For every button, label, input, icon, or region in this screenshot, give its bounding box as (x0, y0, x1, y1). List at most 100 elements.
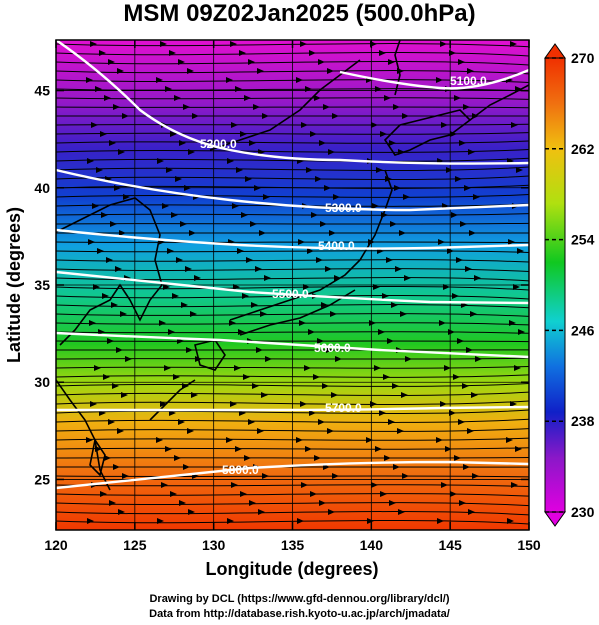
streamline-arrow (258, 149, 265, 155)
streamline-arrow (475, 356, 482, 362)
streamline-arrow (173, 374, 180, 380)
streamline (56, 140, 529, 144)
streamline-arrow (444, 365, 451, 371)
coastline-sakhalin (394, 40, 401, 96)
streamline-arrow (330, 311, 337, 317)
streamline-arrow (399, 230, 406, 236)
colorbar-tick-label: 254 (571, 232, 595, 248)
streamline-arrow (123, 194, 130, 200)
streamline-arrow (308, 329, 315, 335)
streamline-arrow (255, 266, 262, 272)
streamline (56, 52, 529, 57)
streamline-arrow (449, 410, 456, 416)
streamline-arrow (388, 59, 395, 65)
streamline-arrow (322, 383, 329, 389)
streamline-arrow (157, 158, 164, 164)
streamline (56, 175, 529, 180)
streamline-arrow (397, 428, 404, 434)
streamline-arrow (506, 437, 513, 443)
colorbar-tick-label: 270 (571, 50, 595, 66)
streamline-arrow (317, 338, 324, 344)
streamline-arrow (265, 356, 272, 362)
streamline-arrow (306, 167, 313, 173)
streamline-arrow (98, 329, 105, 335)
streamline-arrow (379, 50, 386, 56)
streamline-arrow (367, 518, 374, 524)
streamline-arrow (319, 140, 326, 146)
streamline-arrow (514, 365, 521, 371)
credit-data: Data from http://database.rish.kyoto-u.a… (149, 608, 450, 620)
x-tick-label: 135 (281, 537, 305, 553)
streamline-arrow (470, 311, 477, 317)
streamline-arrow (378, 329, 385, 335)
streamline-arrow (181, 302, 188, 308)
streamline-arrow (462, 383, 469, 389)
contour-line-5700 (56, 405, 529, 412)
streamline-arrow (402, 473, 409, 479)
streamline-arrow (314, 455, 321, 461)
streamline-arrow (513, 284, 520, 290)
streamline-arrow (400, 311, 407, 317)
streamline (56, 213, 529, 216)
streamline-arrow (395, 266, 402, 272)
streamline-arrow (296, 77, 303, 83)
streamline (56, 437, 529, 441)
streamline-arrow (318, 419, 325, 425)
streamline-arrow (443, 284, 450, 290)
streamline-arrow (156, 437, 163, 443)
streamline-arrow (237, 248, 244, 254)
streamline-arrow (311, 212, 318, 218)
streamline-arrow (259, 230, 266, 236)
streamline-arrow (300, 41, 307, 47)
streamline-arrow (91, 122, 98, 128)
colorbar-min-triangle (544, 511, 566, 527)
streamline-arrow (389, 140, 396, 146)
streamline-arrow (188, 149, 195, 155)
streamline-arrow (226, 77, 233, 83)
streamline-arrow (252, 383, 259, 389)
map-title: MSM 09Z02Jan2025 (500.0hPa) (123, 0, 476, 27)
contour-label-5700: 5700.0 (325, 401, 362, 415)
streamline-arrow (230, 41, 237, 47)
streamline-arrow (231, 122, 238, 128)
streamline-arrow (89, 320, 96, 326)
streamline-arrow (392, 383, 399, 389)
streamline-arrow (507, 518, 514, 524)
streamline (56, 502, 529, 507)
streamline-arrow (261, 392, 268, 398)
streamline (56, 400, 529, 405)
streamline-arrow (315, 176, 322, 182)
streamline-arrow (122, 113, 129, 119)
streamline-arrow (405, 356, 412, 362)
streamline-arrow (438, 239, 445, 245)
streamline-arrow (239, 410, 246, 416)
streamline-arrow (109, 140, 116, 146)
streamline-arrow (334, 275, 341, 281)
streamline-arrow (457, 338, 464, 344)
streamline-arrow (108, 419, 115, 425)
streamline-arrow (328, 509, 335, 515)
x-axis-label: Longitude (degrees) (205, 559, 378, 579)
streamline-arrow (169, 410, 176, 416)
streamline-arrow (297, 518, 304, 524)
streamline-arrow (466, 347, 473, 353)
contour-label-5400: 5400.0 (318, 239, 355, 253)
streamline-arrow (452, 293, 459, 299)
streamline-arrow (164, 365, 171, 371)
streamline-arrow (309, 410, 316, 416)
streamline-arrow (390, 221, 397, 227)
streamline-arrow (176, 257, 183, 263)
streamline-arrow (298, 239, 305, 245)
streamline-arrow (240, 491, 247, 497)
colorbar-tick-label: 246 (571, 322, 595, 338)
contour-line-5800 (56, 460, 529, 490)
streamline (56, 475, 529, 478)
streamline-arrow (310, 491, 317, 497)
streamline-arrow (230, 401, 237, 407)
streamline-arrow (100, 491, 107, 497)
streamline-arrow (453, 374, 460, 380)
streamline-arrow (94, 365, 101, 371)
streamline (56, 123, 529, 126)
streamline-arrow (451, 212, 458, 218)
streamline-arrow (516, 167, 523, 173)
